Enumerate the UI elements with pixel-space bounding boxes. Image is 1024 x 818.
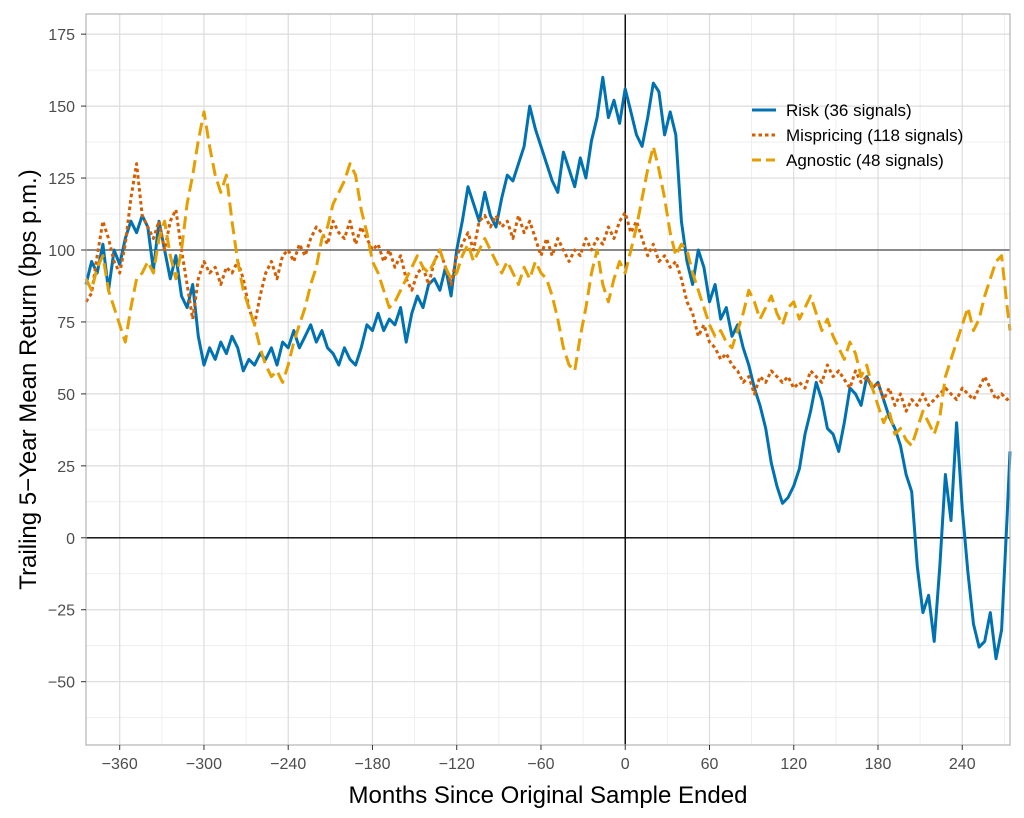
x-tick-label: −120 [439, 756, 475, 773]
y-tick-label: 50 [57, 387, 75, 404]
x-axis-ticks: −360 −300 −240 −180 −120 −60 0 60 120 180 240 [102, 745, 976, 773]
y-tick-label: 25 [57, 459, 75, 476]
x-tick-label: 0 [621, 756, 630, 773]
y-axis-title: Trailing 5−Year Mean Return (bps p.m.) [15, 169, 42, 589]
y-tick-label: 75 [57, 315, 75, 332]
series-line-0 [84, 75, 1012, 661]
y-tick-label: 100 [48, 243, 75, 260]
reference-lines [86, 14, 1010, 745]
legend-label-1: Mispricing (118 signals) [786, 126, 963, 145]
legend-label-2: Agnostic (48 signals) [786, 151, 944, 170]
x-tick-label: −180 [354, 756, 390, 773]
x-tick-label: −360 [102, 756, 138, 773]
y-tick-label: −25 [48, 603, 75, 620]
x-axis-title: Months Since Original Sample Ended [349, 782, 748, 809]
y-tick-label: 150 [48, 99, 75, 116]
series-layer [84, 75, 1012, 661]
x-tick-label: 180 [865, 756, 892, 773]
y-tick-label: −50 [48, 675, 75, 692]
x-tick-label: −300 [186, 756, 222, 773]
x-tick-label: 120 [780, 756, 807, 773]
y-tick-label: 175 [48, 27, 75, 44]
legend-label-0: Risk (36 signals) [786, 101, 912, 120]
series-line-2 [84, 110, 1012, 448]
legend: Risk (36 signals) Mispricing (118 signals… [752, 101, 963, 170]
x-tick-label: 240 [949, 756, 976, 773]
x-tick-label: −60 [527, 756, 554, 773]
x-tick-label: 60 [701, 756, 719, 773]
y-tick-label: 0 [66, 531, 75, 548]
x-tick-label: −240 [270, 756, 306, 773]
panel-border [85, 13, 1011, 746]
y-axis-ticks: −50 −25 0 25 50 75 100 125 150 175 [48, 27, 86, 692]
y-tick-label: 125 [48, 171, 75, 188]
